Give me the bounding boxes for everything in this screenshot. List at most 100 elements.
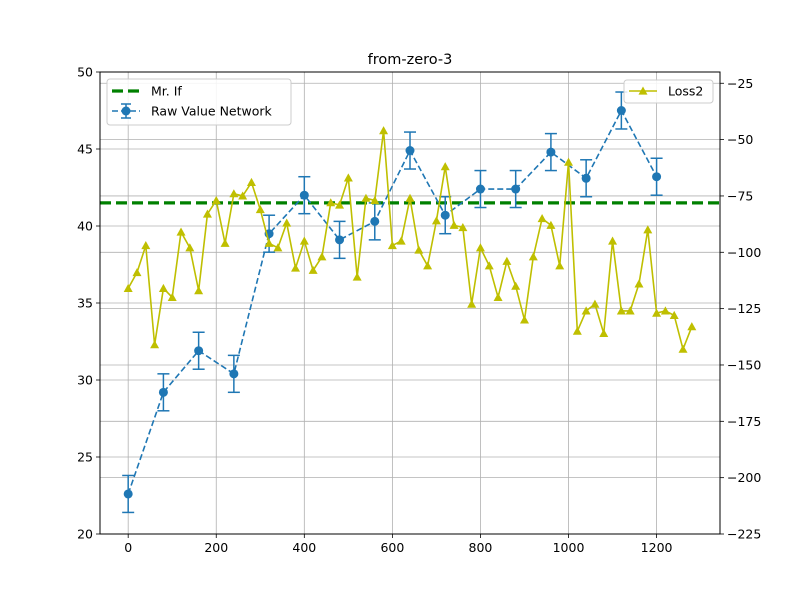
loss2-point [352, 272, 362, 281]
x-tick-label: 1200 [641, 540, 673, 555]
loss2-point [291, 263, 301, 272]
loss2-point [238, 191, 248, 200]
y-right-tick-label: −25 [727, 76, 753, 91]
x-tick-label: 0 [124, 540, 132, 555]
loss2-point [282, 218, 292, 227]
loss2-point [361, 193, 371, 202]
loss2-point [158, 283, 168, 292]
raw-value-point [581, 173, 591, 183]
y-left-tick-label: 20 [77, 527, 93, 542]
loss2-point [599, 328, 609, 338]
loss2-point [414, 245, 424, 254]
loss2-point [396, 236, 406, 245]
chart-title: from-zero-3 [368, 52, 453, 68]
loss2-point [211, 195, 221, 205]
loss2-point [185, 243, 195, 252]
loss2-point [511, 281, 521, 290]
legend-right-box [623, 79, 714, 104]
loss2-point [202, 209, 212, 218]
y-left-tick-label: 35 [77, 296, 93, 311]
x-tick-label: 800 [469, 540, 493, 555]
loss2-point [546, 220, 556, 229]
legend-left-label: Mr. If [151, 84, 182, 99]
loss2-point [634, 279, 644, 288]
raw-value-point [475, 184, 485, 194]
loss2-point [643, 225, 653, 234]
loss2-point [458, 223, 468, 232]
loss2-point [229, 189, 239, 198]
legend-left: Mr. If Raw Value Network [106, 78, 292, 126]
y-right-tick-label: −200 [727, 470, 761, 485]
loss2-point [449, 220, 459, 229]
loss2-point [387, 241, 397, 250]
loss2-point [246, 177, 256, 187]
y-right-tick-label: −150 [727, 357, 761, 372]
loss2-point [431, 216, 441, 225]
y-left-axis: 20 25 30 35 40 45 50 [77, 65, 100, 542]
legend-left-label: Raw Value Network [151, 104, 273, 119]
y-left-tick-label: 45 [77, 142, 93, 157]
legend-right-label: Loss2 [668, 84, 703, 99]
x-axis: 0 200 400 600 800 1000 1200 [124, 534, 673, 555]
loss2-point [440, 162, 450, 171]
loss2-point [317, 252, 327, 261]
loss2-point [343, 173, 353, 182]
loss2-point [132, 268, 142, 277]
raw-value-point [229, 369, 239, 379]
raw-value-point [299, 190, 309, 200]
x-tick-label: 1000 [553, 540, 585, 555]
loss2-point [678, 344, 688, 353]
loss2-point [652, 308, 662, 317]
raw-value-point [194, 346, 204, 356]
series-layer [100, 91, 720, 514]
loss2-point [264, 238, 274, 247]
y-right-tick-label: −225 [727, 527, 761, 542]
loss2-point [502, 256, 512, 265]
raw-value-point [616, 106, 626, 115]
loss2-point [687, 322, 697, 331]
y-left-tick-label: 40 [77, 219, 93, 234]
loss2-point [660, 306, 670, 315]
raw-value-point [370, 216, 380, 226]
loss2-point [467, 299, 477, 308]
raw-value-point [405, 146, 415, 156]
loss2-point [273, 243, 283, 252]
loss2-point [519, 315, 529, 324]
y-left-tick-label: 30 [77, 373, 93, 388]
legend-left-box [106, 78, 292, 126]
loss2-point [326, 198, 336, 207]
loss2-point [405, 193, 415, 202]
loss2-point [484, 261, 494, 270]
loss2-point [669, 310, 679, 319]
raw-value-point [335, 235, 345, 245]
y-left-tick-label: 25 [77, 450, 93, 465]
y-right-tick-label: −75 [727, 188, 753, 203]
loss2-point [220, 238, 230, 247]
y-right-tick-label: −100 [727, 245, 761, 260]
raw-value-point [158, 387, 168, 397]
loss2-point [370, 195, 380, 205]
loss2-point [608, 236, 618, 245]
loss2-point [141, 241, 151, 250]
loss2-point [555, 261, 565, 270]
loss2-point [616, 306, 626, 315]
legend-right: Loss2 [623, 79, 714, 104]
loss2-point [581, 306, 591, 315]
raw-value-point [546, 147, 556, 157]
loss2-point [308, 265, 318, 274]
legend-raw-swatch-marker [121, 106, 131, 116]
loss2-point [335, 200, 345, 209]
loss2-point [194, 286, 204, 295]
loss2-point [590, 299, 600, 308]
loss2-point [423, 261, 433, 270]
loss2-point [528, 252, 538, 261]
loss2-point [379, 126, 389, 135]
y-right-tick-label: −125 [727, 301, 761, 316]
y-right-tick-label: −175 [727, 414, 761, 429]
raw-value-point [511, 184, 521, 194]
loss2-point [176, 227, 186, 236]
loss2-point [493, 292, 503, 301]
loss2-point [255, 204, 265, 214]
raw-value-point [123, 489, 133, 499]
